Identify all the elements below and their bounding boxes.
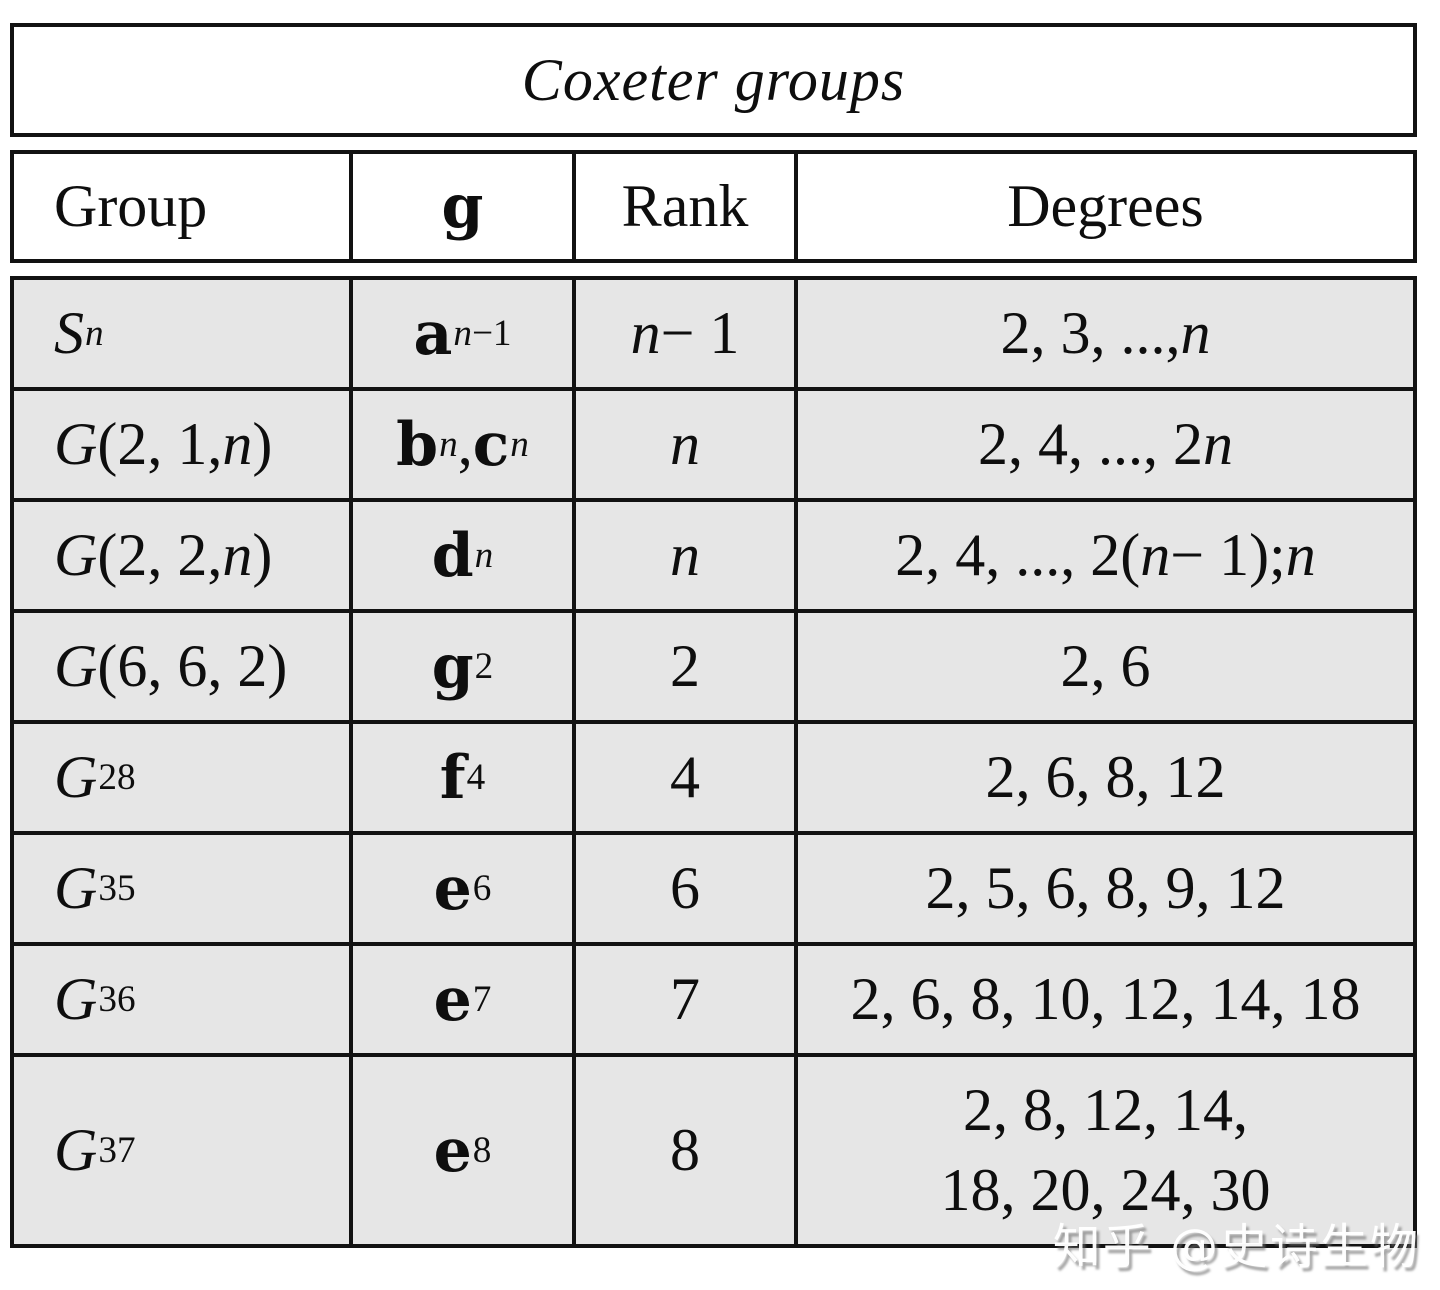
cell-degrees: 2, 5, 6, 8, 9, 12 — [794, 835, 1413, 942]
fraktur-letter: f — [439, 742, 466, 813]
cell-degrees: 2, 8, 12, 14, 18, 20, 24, 30 — [794, 1057, 1413, 1244]
cell-group: G 36 — [54, 966, 136, 1032]
fraktur-letter: e — [433, 853, 472, 924]
cell-rank: 2 — [572, 613, 794, 720]
fraktur-g-header: g — [441, 171, 484, 242]
fraktur-letter: g — [431, 631, 474, 702]
table-title: Coxeter groups — [521, 46, 906, 113]
column-header-degrees: Degrees — [794, 154, 1413, 259]
cell-degrees: 2, 4, ..., 2(n − 1); n — [794, 502, 1413, 609]
column-header-group: Group — [14, 154, 349, 259]
column-header-algebra: g — [349, 154, 572, 259]
cell-group: G (2, 1, n) — [54, 411, 273, 477]
cell-rank: 6 — [572, 835, 794, 942]
fraktur-letter: d — [431, 520, 474, 591]
column-header-group-label: Group — [54, 173, 208, 239]
cell-rank: n — [572, 391, 794, 498]
cell-group: G (6, 6, 2) — [54, 633, 288, 699]
fraktur-letter: c — [472, 409, 510, 480]
fraktur-letter: a — [413, 298, 453, 369]
fraktur-letter: b — [396, 409, 439, 480]
column-header-rank-label: Rank — [621, 173, 749, 239]
cell-degrees: 2, 6 — [794, 613, 1413, 720]
title-box: Coxeter groups — [10, 23, 1417, 137]
cell-degrees: 2, 6, 8, 10, 12, 14, 18 — [794, 946, 1413, 1053]
cell-degrees: 2, 3, ..., n — [794, 280, 1413, 387]
cell-rank: n − 1 — [572, 280, 794, 387]
cell-rank: n — [572, 502, 794, 609]
cell-rank: 8 — [572, 1057, 794, 1244]
cell-rank: 4 — [572, 724, 794, 831]
cell-degrees: 2, 6, 8, 12 — [794, 724, 1413, 831]
cell-group: G 35 — [54, 855, 136, 921]
cell-group: G (2, 2, n) — [54, 522, 273, 588]
cell-rank: 7 — [572, 946, 794, 1053]
column-header-degrees-label: Degrees — [1007, 172, 1204, 239]
cell-group: G 37 — [54, 1117, 136, 1183]
column-header-rank: Rank — [572, 154, 794, 259]
cell-algebra: a n−1 — [349, 280, 572, 387]
fraktur-letter: e — [433, 964, 472, 1035]
cell-group: G 28 — [54, 744, 136, 810]
header-row: Group g Rank Degrees — [10, 150, 1417, 263]
fraktur-letter: e — [433, 1115, 472, 1186]
